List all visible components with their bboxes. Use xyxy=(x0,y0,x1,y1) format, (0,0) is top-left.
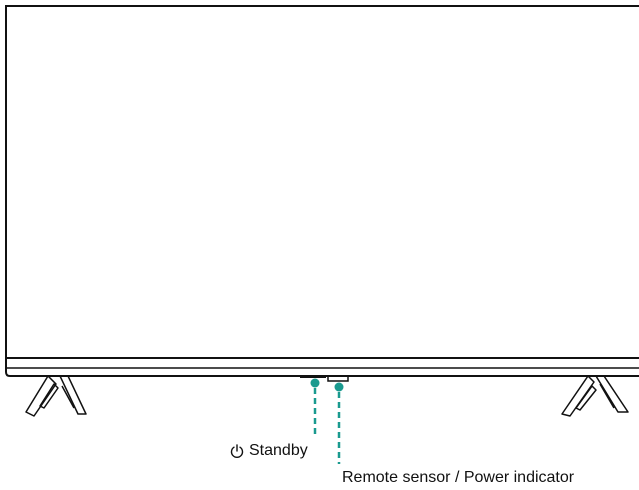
left-stand xyxy=(25,375,87,417)
remote-sensor-callout xyxy=(334,382,344,464)
sensor-housing xyxy=(327,375,349,382)
standby-callout-dot xyxy=(310,378,320,388)
power-icon xyxy=(230,444,244,458)
standby-label-text: Standby xyxy=(249,442,308,459)
standby-callout xyxy=(310,378,320,436)
tv-screen xyxy=(5,5,639,359)
standby-label: Standby xyxy=(229,442,308,460)
tv-bottom-bezel xyxy=(5,358,639,377)
right-stand xyxy=(561,375,629,417)
remote-sensor-callout-dot xyxy=(334,382,344,392)
remote-sensor-label: Remote sensor / Power indicator xyxy=(342,469,575,486)
